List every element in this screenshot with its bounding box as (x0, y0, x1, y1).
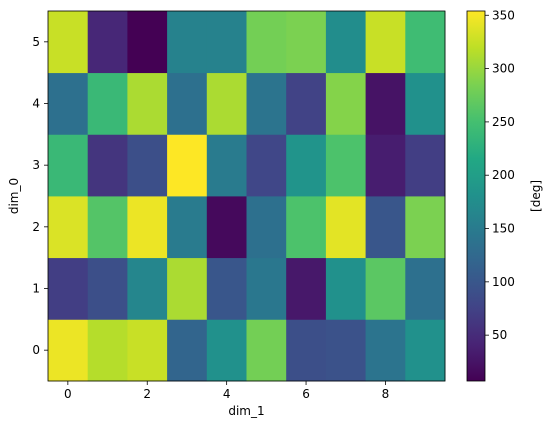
heatmap-cell (286, 11, 327, 74)
heatmap-cell (325, 72, 366, 135)
colorbar-tick-label: 50 (492, 328, 507, 342)
heatmap-cell (365, 257, 406, 320)
heatmap-cell (48, 134, 89, 197)
colorbar-tick-label: 150 (492, 222, 515, 236)
heatmap-cell (48, 319, 89, 382)
x-axis: 0 2 4 6 8 (64, 381, 389, 401)
heatmap-cell (48, 72, 89, 135)
heatmap-cell (246, 196, 287, 259)
heatmap-cell (127, 134, 168, 197)
heatmap-cell (127, 319, 168, 382)
heatmap-cell (365, 72, 406, 135)
heatmap-cell (286, 196, 327, 259)
x-tick-label: 4 (223, 387, 231, 401)
heatmap-cell (48, 11, 89, 74)
x-tick-label: 2 (143, 387, 151, 401)
heatmap-cell (206, 319, 247, 382)
heatmap-cell (167, 319, 208, 382)
heatmap-cell (365, 134, 406, 197)
heatmap-cell (405, 11, 446, 74)
heatmap-cell (405, 319, 446, 382)
y-tick-label: 4 (32, 97, 40, 111)
heatmap-cell (365, 319, 406, 382)
heatmap-cell (87, 134, 128, 197)
x-tick-label: 0 (64, 387, 72, 401)
heatmap-cell (48, 257, 89, 320)
heatmap-cell (286, 319, 327, 382)
heatmap-cell (325, 11, 366, 74)
heatmap-cell (206, 196, 247, 259)
x-tick-label: 6 (302, 387, 310, 401)
colorbar-tick-label: 350 (492, 8, 515, 22)
heatmap-cell (365, 11, 406, 74)
heatmap-cell (286, 257, 327, 320)
heatmap-cell (325, 196, 366, 259)
heatmap-cell (127, 257, 168, 320)
y-tick-label: 0 (32, 343, 40, 357)
heatmap-cells (48, 11, 446, 382)
heatmap-cell (365, 196, 406, 259)
y-tick-label: 3 (32, 158, 40, 172)
heatmap-cell (325, 319, 366, 382)
x-tick-label: 8 (382, 387, 390, 401)
colorbar-tick-label: 300 (492, 62, 515, 76)
x-axis-label: dim_1 (228, 404, 264, 418)
colorbar-tick-label: 200 (492, 168, 515, 182)
heatmap-cell (325, 134, 366, 197)
heatmap-cell (405, 196, 446, 259)
heatmap-cell (127, 196, 168, 259)
heatmap-cell (167, 72, 208, 135)
colorbar-tick-label: 100 (492, 275, 515, 289)
heatmap-cell (246, 134, 287, 197)
colorbar-tick-label: 250 (492, 115, 515, 129)
heatmap-cell (405, 72, 446, 135)
y-axis: 0 1 2 3 4 5 (32, 35, 48, 357)
heatmap-cell (206, 72, 247, 135)
y-axis-label: dim_0 (7, 178, 21, 214)
heatmap-cell (206, 257, 247, 320)
y-tick-label: 5 (32, 35, 40, 49)
heatmap-cell (87, 257, 128, 320)
heatmap-cell (246, 72, 287, 135)
heatmap-cell (286, 72, 327, 135)
heatmap-cell (246, 11, 287, 74)
heatmap-cell (127, 72, 168, 135)
colorbar-ticks: 50 100 150 200 250 300 350 (485, 8, 515, 342)
heatmap-cell (48, 196, 89, 259)
heatmap-cell (246, 257, 287, 320)
heatmap-cell (167, 196, 208, 259)
y-tick-label: 2 (32, 220, 40, 234)
heatmap-cell (325, 257, 366, 320)
heatmap-cell (87, 319, 128, 382)
heatmap-cell (246, 319, 287, 382)
heatmap-cell (405, 134, 446, 197)
heatmap-cell (405, 257, 446, 320)
colorbar-label: [deg] (529, 180, 543, 212)
y-tick-label: 1 (32, 282, 40, 296)
heatmap-cell (167, 134, 208, 197)
heatmap-cell (167, 257, 208, 320)
heatmap-cell (87, 11, 128, 74)
heatmap-cell (206, 134, 247, 197)
heatmap-cell (127, 11, 168, 74)
heatmap-cell (167, 11, 208, 74)
heatmap-cell (87, 72, 128, 135)
colorbar (466, 10, 486, 382)
heatmap-cell (87, 196, 128, 259)
heatmap-cell (206, 11, 247, 74)
heatmap-cell (286, 134, 327, 197)
plot-frame (47, 10, 446, 382)
